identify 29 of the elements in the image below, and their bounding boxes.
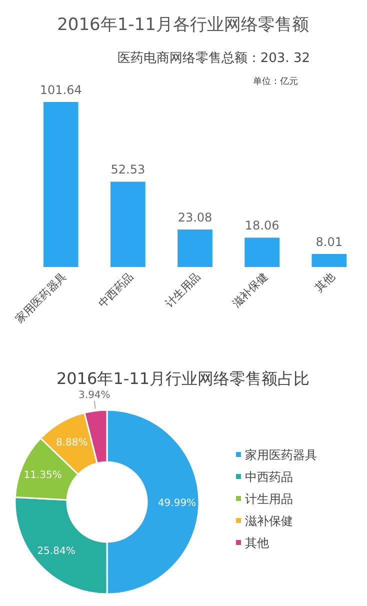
data-label: 52.53 <box>110 162 146 177</box>
legend-label: 滋补保健 <box>245 514 293 528</box>
bar <box>178 230 212 267</box>
bar <box>110 182 146 267</box>
x-tick-label: 计生用品 <box>162 270 204 310</box>
data-label: 18.06 <box>244 218 280 233</box>
legend-label: 中西药品 <box>245 470 293 484</box>
legend-label: 家用医药器具 <box>245 448 317 462</box>
data-label: 49.99% <box>158 498 196 509</box>
x-tick-label: 家用医药器具 <box>13 270 69 326</box>
legend-label: 计生用品 <box>245 492 293 506</box>
bar <box>244 238 280 267</box>
data-label: 8.88% <box>56 437 88 448</box>
bar <box>312 254 347 267</box>
x-tick-label: 其他 <box>312 270 338 295</box>
data-label: 101.64 <box>40 83 82 97</box>
chart-title: 2016年1-11月行业网络零售额占比 <box>56 369 310 388</box>
bar <box>43 102 78 267</box>
data-label: 23.08 <box>178 210 212 225</box>
text: 医药电商网络零售总额：203. 32 <box>117 51 310 66</box>
data-label: 25.84% <box>37 546 76 558</box>
legend-label: 其他 <box>245 536 269 550</box>
x-tick-label: 滋补保健 <box>230 270 270 310</box>
x-tick-label: 中西药品 <box>96 270 136 310</box>
data-label: 11.35% <box>24 470 62 482</box>
data-label: 3.94% <box>78 390 110 401</box>
text: 单位：亿元 <box>253 76 298 87</box>
data-label: 8.01 <box>316 234 343 249</box>
chart-title: 2016年1-11月各行业网络零售额 <box>57 15 309 35</box>
